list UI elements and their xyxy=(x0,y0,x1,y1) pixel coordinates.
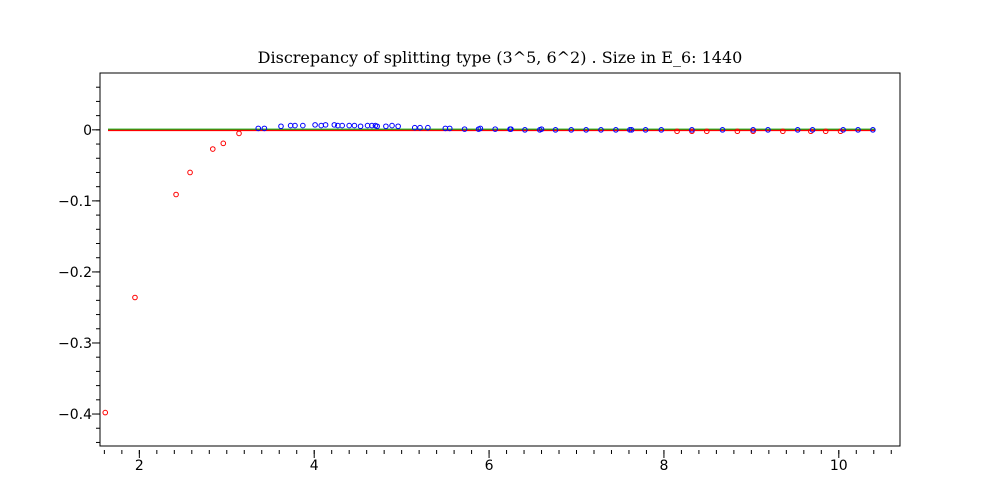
data-point-series-1 xyxy=(522,127,528,133)
data-point-series-1 xyxy=(613,127,619,133)
y-tick-label: −0.1 xyxy=(58,194,92,210)
x-tick-label: 8 xyxy=(659,458,668,474)
data-point-series-1 xyxy=(300,122,306,129)
data-points xyxy=(102,122,876,416)
data-point-series-1 xyxy=(538,126,545,132)
x-tick-label: 4 xyxy=(310,458,319,474)
data-point-series-0 xyxy=(209,146,216,152)
data-point-series-1 xyxy=(840,127,846,133)
data-point-series-1 xyxy=(312,122,318,128)
y-tick-label: 0 xyxy=(83,123,92,139)
data-point-series-1 xyxy=(492,126,498,132)
data-point-series-1 xyxy=(765,127,771,133)
data-point-series-1 xyxy=(425,124,431,131)
data-point-series-1 xyxy=(357,123,364,130)
x-tick-label: 6 xyxy=(485,458,494,474)
data-point-series-1 xyxy=(508,126,514,132)
data-point-series-1 xyxy=(339,122,345,129)
data-point-series-1 xyxy=(642,127,649,133)
data-point-series-1 xyxy=(346,122,352,129)
data-point-series-1 xyxy=(255,125,262,132)
data-point-series-1 xyxy=(568,127,575,133)
data-point-series-1 xyxy=(809,127,816,133)
data-point-series-1 xyxy=(389,122,395,129)
data-point-series-1 xyxy=(292,122,298,129)
data-point-series-1 xyxy=(794,127,801,133)
y-tick-label: −0.2 xyxy=(58,265,92,281)
data-point-series-1 xyxy=(658,127,665,133)
data-point-series-0 xyxy=(102,409,109,416)
data-point-series-0 xyxy=(674,128,680,135)
data-point-series-1 xyxy=(383,123,389,130)
data-point-series-1 xyxy=(318,122,325,129)
data-point-series-0 xyxy=(822,128,829,135)
data-point-series-0 xyxy=(187,169,193,176)
data-point-series-1 xyxy=(627,127,633,133)
data-point-series-1 xyxy=(351,122,358,129)
data-point-series-1 xyxy=(750,127,756,133)
data-point-series-1 xyxy=(689,127,695,133)
data-point-series-1 xyxy=(261,125,268,132)
data-point-series-1 xyxy=(552,127,559,133)
x-tick-label: 10 xyxy=(830,458,848,474)
x-tick-label: 2 xyxy=(135,458,144,474)
y-tick-label: −0.4 xyxy=(58,407,92,423)
data-point-series-1 xyxy=(598,127,604,133)
data-point-series-1 xyxy=(322,122,329,128)
y-tick-label: −0.3 xyxy=(58,336,92,352)
data-point-series-0 xyxy=(780,128,786,135)
data-point-series-0 xyxy=(703,128,710,135)
data-point-series-1 xyxy=(411,124,418,131)
y-axis: 0 −0.1 −0.2 −0.3 −0.4 xyxy=(58,86,100,443)
data-point-series-1 xyxy=(395,123,401,130)
data-point-series-0 xyxy=(173,191,179,198)
data-point-series-1 xyxy=(417,124,423,131)
reference-lines xyxy=(108,128,875,132)
data-point-series-0 xyxy=(236,130,242,137)
data-point-series-1 xyxy=(719,127,726,133)
chart-title: Discrepancy of splitting type (3^5, 6^2)… xyxy=(258,48,743,67)
data-point-series-1 xyxy=(461,126,468,132)
data-point-series-1 xyxy=(369,122,375,129)
data-point-series-1 xyxy=(855,127,861,133)
data-point-series-1 xyxy=(583,127,589,133)
plot-frame xyxy=(99,72,901,447)
data-point-series-1 xyxy=(870,127,876,133)
x-axis: 2 4 6 8 10 xyxy=(103,450,892,474)
data-point-series-1 xyxy=(331,122,338,128)
data-point-series-1 xyxy=(446,125,453,132)
data-point-series-0 xyxy=(132,294,138,301)
data-point-series-1 xyxy=(628,127,635,133)
data-point-series-1 xyxy=(477,125,484,132)
data-point-series-0 xyxy=(220,140,227,147)
data-point-series-1 xyxy=(374,123,380,130)
data-point-series-0 xyxy=(734,128,741,135)
data-point-series-1 xyxy=(278,123,284,130)
